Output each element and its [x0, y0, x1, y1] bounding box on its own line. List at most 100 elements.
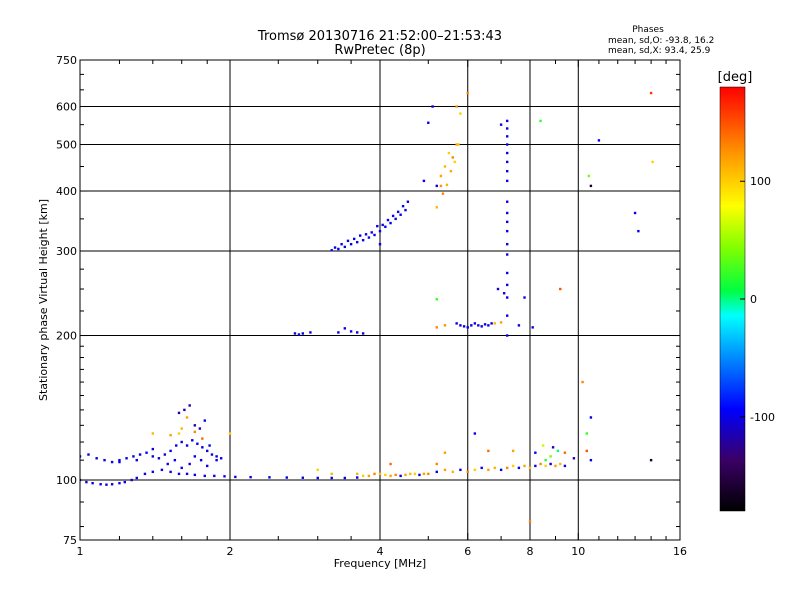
echo-point [443, 324, 447, 327]
x-tick-label: 1 [77, 545, 84, 558]
echo-point [651, 160, 654, 164]
echo-point [394, 217, 397, 221]
echo-point [151, 455, 155, 458]
echo-point [361, 474, 365, 478]
y-tick-label: 750 [56, 54, 77, 67]
echo-point [361, 332, 365, 335]
echo-point [203, 474, 206, 478]
echo-point [340, 242, 343, 246]
echo-point [493, 322, 497, 325]
x-tick-label: 16 [673, 545, 687, 558]
echo-point [138, 453, 142, 456]
echo-point [234, 475, 237, 479]
echo-point [517, 466, 521, 470]
echo-point [389, 462, 392, 466]
x-axis-label: Frequency [MHz] [334, 557, 426, 570]
echo-point [435, 298, 438, 301]
echo-point [505, 253, 509, 256]
echo-point [157, 457, 161, 460]
echo-point [505, 200, 509, 203]
colorbar-tick-label: 0 [750, 293, 757, 306]
echo-point [343, 245, 347, 249]
echo-point [378, 472, 382, 476]
echo-point [505, 466, 509, 470]
echo-point [373, 233, 376, 237]
echo-point [364, 233, 368, 236]
echo-point [205, 464, 209, 468]
echo-point [466, 326, 469, 329]
y-tick-label: 600 [56, 101, 77, 114]
echo-point [404, 208, 407, 212]
echo-point [343, 476, 347, 480]
echo-point [441, 192, 445, 195]
echo-point [249, 475, 252, 479]
echo-point [409, 472, 412, 476]
echo-point [523, 296, 526, 299]
echo-point [191, 439, 194, 442]
echo-point [457, 143, 460, 146]
echo-point [559, 287, 562, 291]
echo-point [589, 416, 593, 419]
echo-point [208, 444, 211, 447]
echo-point [196, 442, 199, 445]
echo-point [346, 239, 350, 243]
echo-point [453, 160, 456, 164]
echo-point [466, 91, 469, 95]
echo-point [185, 444, 189, 447]
echo-point [125, 457, 128, 460]
echo-point [431, 105, 434, 108]
echo-point [487, 468, 490, 472]
echo-point [499, 468, 503, 472]
colorbar-ticks: 100 0 -100 [740, 175, 775, 424]
echo-point [180, 427, 183, 430]
echo-point [188, 462, 191, 466]
echo-point [391, 214, 395, 218]
echo-point [477, 324, 480, 327]
echo-point [493, 466, 497, 470]
echo-point [589, 458, 593, 462]
echo-point [505, 242, 509, 246]
echo-point [350, 542, 352, 544]
echo-point [384, 225, 387, 228]
y-axis-label: Stationary phase Virtual Height [km] [37, 199, 50, 401]
echo-point [175, 444, 178, 447]
echo-point [487, 449, 490, 453]
echo-point [370, 231, 373, 234]
echo-point [422, 179, 426, 183]
echo-point [404, 473, 407, 477]
echo-point [587, 174, 591, 178]
echo-point [177, 472, 181, 476]
echo-point [544, 464, 547, 468]
x-tick-label: 6 [464, 545, 471, 558]
echo-point [110, 483, 114, 486]
echo-point [499, 123, 503, 126]
echo-point [511, 464, 515, 468]
echo-point [451, 156, 455, 159]
echo-point [378, 242, 382, 246]
echo-point [449, 169, 453, 173]
echo-point [554, 464, 557, 468]
echo-point [151, 447, 155, 451]
echo-point [517, 324, 521, 327]
echo-point [193, 473, 197, 477]
echo-point [201, 446, 204, 449]
echo-point [528, 466, 532, 470]
echo-point [585, 432, 588, 435]
echo-point [180, 466, 183, 470]
echo-point [193, 430, 197, 434]
echo-point [585, 449, 588, 453]
echo-point [505, 169, 509, 173]
echo-point [132, 455, 135, 458]
echo-point [473, 322, 477, 325]
gridlines [80, 60, 680, 540]
phase-legend-x-mode: mean, sd,X: 93.4, 25.9 [608, 46, 711, 56]
echo-point [505, 160, 509, 164]
echo-point [637, 229, 640, 233]
echo-point [199, 458, 203, 462]
echo-point [435, 462, 438, 466]
echo-point [455, 143, 458, 146]
echo-point [386, 218, 390, 222]
echo-point [166, 462, 169, 466]
echo-point [309, 331, 312, 334]
echo-point [215, 458, 218, 462]
